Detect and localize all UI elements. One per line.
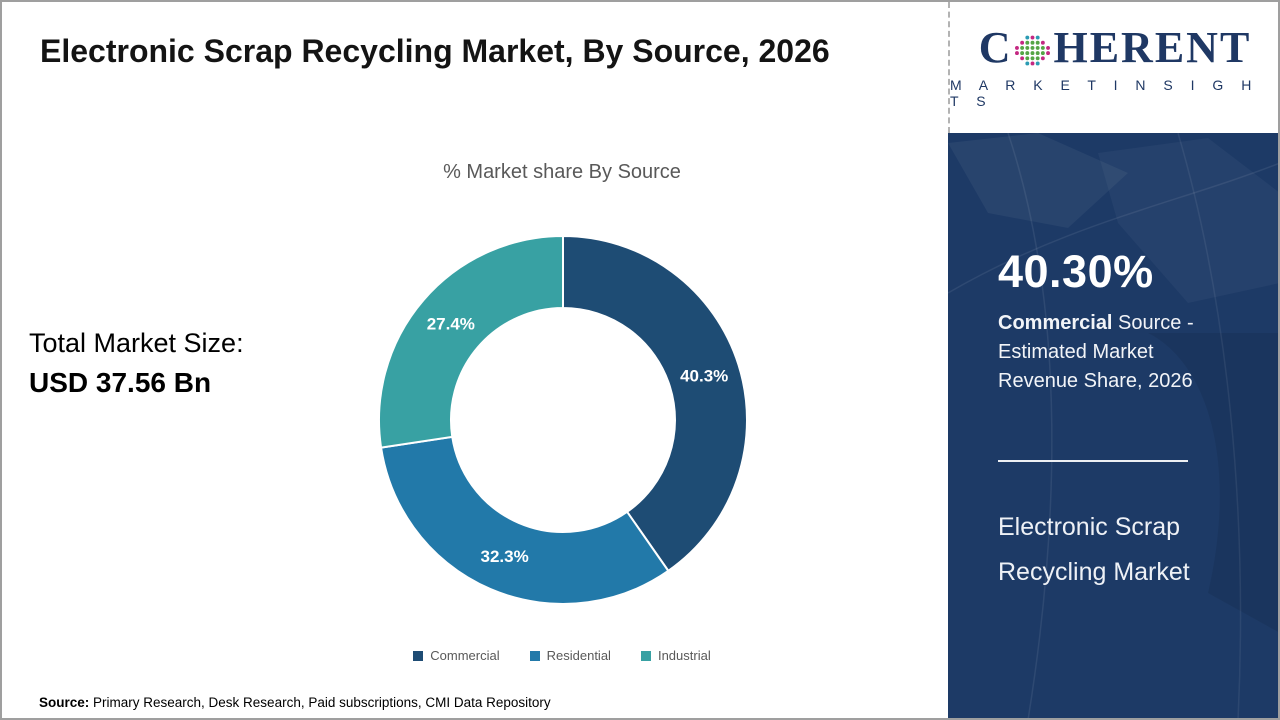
donut-chart: 40.3% 32.3% 27.4% — [378, 234, 748, 605]
legend-swatch-commercial — [413, 650, 424, 661]
highlight-sidebar: 40.30% Commercial Source - Estimated Mar… — [948, 133, 1278, 718]
legend-label-commercial: Commercial — [430, 648, 500, 663]
source-footnote: Source: Primary Research, Desk Research,… — [39, 695, 551, 710]
legend-swatch-residential — [529, 650, 540, 661]
sidebar-market-name: Electronic Scrap Recycling Market — [998, 505, 1190, 595]
logo-letters-rest: HERENT — [1053, 23, 1252, 72]
source-label: Source: — [39, 695, 90, 710]
logo-letter-c: C — [978, 23, 1013, 72]
donut-label-residential: 32.3% — [480, 547, 528, 566]
logo-subtitle: M A R K E T I N S I G H T S — [950, 77, 1259, 109]
total-market-block: Total Market Size: USD 37.56 Bn — [29, 326, 244, 402]
chart-subtitle: % Market share By Source — [443, 161, 681, 183]
donut-chart-area: 40.3% 32.3% 27.4% — [371, 228, 755, 612]
legend-label-industrial: Industrial — [657, 648, 711, 663]
world-map-watermark — [948, 133, 1278, 718]
highlight-segment-name: Commercial — [998, 312, 1113, 334]
donut-slice-residential — [379, 435, 670, 605]
dot-globe-icon — [1015, 35, 1051, 65]
donut-label-industrial: 27.4% — [427, 314, 475, 333]
legend-item-commercial: Commercial — [413, 648, 500, 663]
donut-slice-industrial — [378, 234, 564, 449]
brand-logo-area: C HERENT M A R K E T I N S I G H T S — [948, 2, 1278, 133]
legend-item-industrial: Industrial — [640, 648, 711, 663]
highlight-description-rest: Source - Estimated Market Revenue Share,… — [998, 312, 1194, 392]
source-text: Primary Research, Desk Research, Paid su… — [89, 695, 551, 710]
donut-slice-commercial — [562, 234, 748, 573]
legend-item-residential: Residential — [529, 648, 611, 663]
chart-legend: Commercial Residential Industrial — [262, 648, 862, 663]
sidebar-divider — [998, 460, 1188, 462]
donut-label-commercial: 40.3% — [680, 367, 728, 386]
highlight-description: Commercial Source - Estimated Market Rev… — [998, 309, 1223, 396]
page-title: Electronic Scrap Recycling Market, By So… — [40, 33, 830, 69]
legend-label-residential: Residential — [546, 648, 611, 663]
total-market-value: USD 37.56 Bn — [29, 367, 212, 398]
highlight-share-value: 40.30% — [998, 246, 1154, 297]
brand-logo: C HERENT — [979, 24, 1252, 72]
market-name-line2: Recycling Market — [998, 558, 1190, 586]
market-name-line1: Electronic Scrap — [998, 513, 1181, 541]
total-market-label: Total Market Size: — [29, 328, 244, 358]
legend-swatch-industrial — [640, 650, 651, 661]
